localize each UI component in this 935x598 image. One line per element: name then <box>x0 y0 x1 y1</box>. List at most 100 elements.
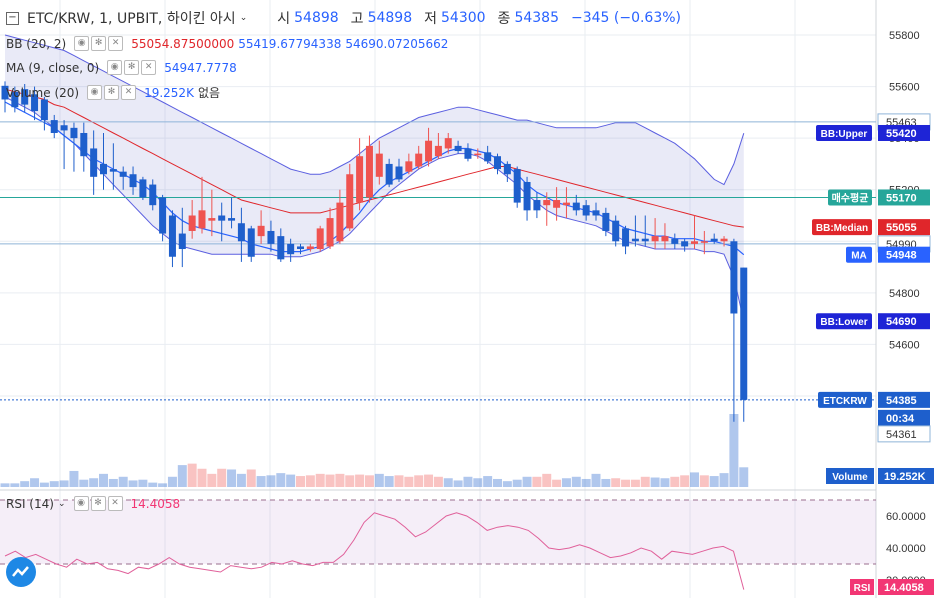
bb-upper-value: 55420 <box>886 128 917 140</box>
candle <box>474 148 482 159</box>
volume-bar <box>690 472 699 487</box>
candle <box>80 122 88 172</box>
timer-bg <box>878 409 930 426</box>
candle <box>602 207 610 237</box>
candle <box>730 238 738 422</box>
candle-body <box>700 241 708 243</box>
gear-icon[interactable]: ✻ <box>124 60 140 75</box>
eye-icon[interactable]: ◉ <box>87 85 103 100</box>
volume-bar <box>246 469 256 487</box>
volume-bar <box>59 480 69 487</box>
candle <box>1 81 9 113</box>
candle-body <box>720 238 728 242</box>
rsi-name[interactable]: RSI (14) <box>6 496 54 511</box>
volume-bar <box>394 475 404 487</box>
volume-bar <box>217 468 227 487</box>
candle-body <box>661 236 669 242</box>
rsi-tag-label: RSI <box>854 583 871 594</box>
candle-body <box>602 212 610 231</box>
volume-bar <box>699 475 709 487</box>
low-label: 저 <box>424 11 437 27</box>
volume-bar <box>138 479 148 487</box>
rsi-tag <box>850 579 874 595</box>
candle-body <box>533 200 541 211</box>
candle <box>592 202 600 221</box>
countdown-timer: 00:34 <box>886 413 915 425</box>
bb-lower-value: 54690 <box>886 316 917 328</box>
close-icon[interactable]: ✕ <box>141 60 157 75</box>
volume-bar <box>345 475 355 487</box>
volume-bar <box>39 482 49 487</box>
volume-tag-label: Volume <box>832 472 868 483</box>
candle <box>218 202 226 242</box>
volume-bar <box>433 476 443 487</box>
avg-price-value-bg <box>878 189 930 206</box>
bb-upper-tag <box>816 124 872 141</box>
candle <box>562 187 570 219</box>
volume-bar <box>453 480 463 487</box>
volume-bar <box>502 481 512 487</box>
candle-body <box>631 238 639 242</box>
candle-body <box>375 153 383 177</box>
price-axis-label: 54600 <box>889 339 920 351</box>
candle-body <box>297 246 304 250</box>
candle <box>31 86 39 121</box>
candle-body <box>336 202 344 242</box>
candle <box>494 153 501 175</box>
tradingview-logo-icon[interactable] <box>6 557 36 587</box>
candle <box>710 233 718 244</box>
bb-name[interactable]: BB (20, 2) <box>6 36 67 51</box>
minus-square-icon[interactable]: − <box>6 11 19 25</box>
chevron-down-icon[interactable]: ⌄ <box>57 498 66 509</box>
close-icon[interactable]: ✕ <box>108 36 124 51</box>
candle-body <box>257 225 265 237</box>
candle <box>484 145 492 164</box>
bb-lower-value: 54690.07205662 <box>345 36 449 51</box>
candle <box>346 163 354 231</box>
eye-icon[interactable]: ◉ <box>107 60 123 75</box>
volume-bar <box>414 475 424 487</box>
symbol-name[interactable]: ETC/KRW, 1, UPBIT, 하이킨 아시 <box>27 11 236 27</box>
rsi-value-bg <box>878 579 934 595</box>
grid <box>0 0 876 598</box>
volume-bar <box>512 479 522 487</box>
close-icon[interactable]: ✕ <box>121 85 137 100</box>
volume-bar <box>315 473 325 487</box>
gear-icon[interactable]: ✻ <box>90 496 106 511</box>
etc-value: 54385 <box>886 395 917 407</box>
bb-median-tag <box>812 219 872 236</box>
close-value: 54385 <box>514 10 559 26</box>
candle <box>40 96 48 131</box>
candle-body <box>40 99 48 121</box>
candle <box>109 143 117 190</box>
ma-name[interactable]: MA (9, close, 0) <box>6 60 100 75</box>
volume-tag <box>826 468 874 484</box>
candle-body <box>346 174 354 229</box>
open-label: 시 <box>277 11 291 27</box>
bb-legend: BB (20, 2) ◉ ✻ ✕ 55054.87500000 55419.6779… <box>6 36 448 51</box>
candle <box>375 140 383 185</box>
gear-icon[interactable]: ✻ <box>91 36 107 51</box>
candle <box>297 243 304 255</box>
candle <box>21 83 29 113</box>
chevron-down-icon[interactable]: ⌄ <box>239 13 248 23</box>
eye-icon[interactable]: ◉ <box>73 496 89 511</box>
close-icon[interactable]: ✕ <box>107 496 123 511</box>
candle <box>543 192 551 226</box>
volume-name[interactable]: Volume (20) <box>6 85 80 100</box>
eye-icon[interactable]: ◉ <box>74 36 90 51</box>
candle-body <box>1 85 9 100</box>
volume-bar <box>79 479 89 487</box>
candle <box>228 197 236 229</box>
candle-body <box>464 148 472 159</box>
bb-median-label: BB:Median <box>816 223 868 234</box>
candle <box>168 210 176 268</box>
volume-bar <box>729 414 739 487</box>
gear-icon[interactable]: ✻ <box>104 85 120 100</box>
volume-bar <box>374 473 384 487</box>
volume-bar <box>621 479 631 487</box>
volume-bar <box>276 473 286 487</box>
volume-bar <box>89 478 99 487</box>
candle <box>208 189 216 237</box>
